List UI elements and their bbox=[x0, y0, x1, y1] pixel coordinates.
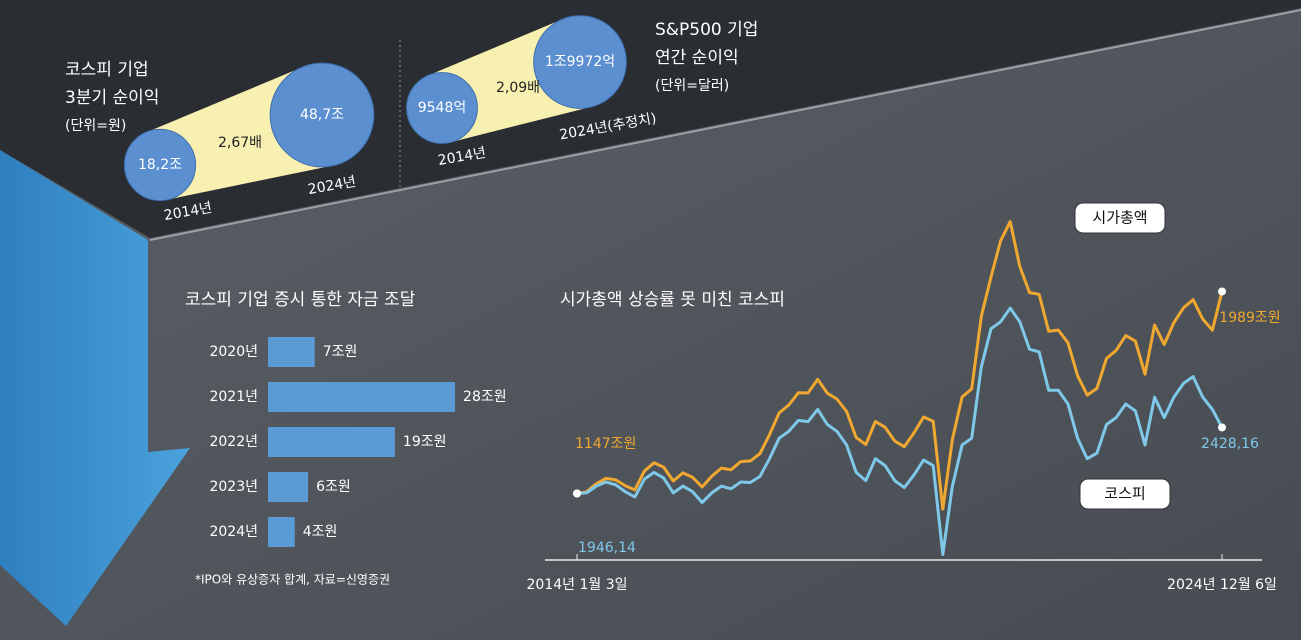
value-label: 1989조원 bbox=[1219, 310, 1280, 326]
unit-label: (단위=원) bbox=[65, 118, 126, 134]
bubble bbox=[533, 15, 627, 109]
legend-box bbox=[1079, 478, 1171, 510]
bubble bbox=[406, 72, 478, 144]
chart-title: 3분기 순이익 bbox=[65, 88, 159, 108]
bubble-label: 48,7조 bbox=[300, 107, 344, 123]
x-tick-label: 2024년 12월 6일 bbox=[1167, 577, 1277, 593]
end-marker bbox=[1218, 423, 1226, 432]
bubble-label: 1조9972억 bbox=[545, 54, 615, 70]
chart-title: 코스피 기업 bbox=[65, 60, 149, 80]
bar bbox=[268, 517, 295, 547]
arrow bbox=[0, 150, 190, 626]
value-label: 19조원 bbox=[403, 434, 447, 450]
value-label: 2428,16 bbox=[1201, 436, 1259, 452]
end-marker bbox=[1218, 287, 1226, 296]
value-label: 1946,14 bbox=[578, 540, 636, 556]
note: *IPO와 유상증자 합계, 자료=신영증권 bbox=[195, 573, 390, 587]
ratio-label: 2,09배 bbox=[496, 80, 540, 96]
legend-box bbox=[1074, 202, 1166, 234]
category-label: 2024년 bbox=[209, 524, 258, 540]
bar bbox=[268, 382, 456, 412]
value-label: 4조원 bbox=[303, 524, 338, 540]
bubble bbox=[269, 62, 375, 168]
legend-label: 코스피 bbox=[1104, 485, 1145, 503]
unit-label: (단위=달러) bbox=[655, 78, 729, 94]
value-label: 1147조원 bbox=[575, 436, 636, 452]
chart-title: 연간 순이익 bbox=[655, 48, 739, 68]
value-label: 28조원 bbox=[463, 389, 507, 405]
category-label: 2023년 bbox=[209, 479, 258, 495]
value-label: 7조원 bbox=[323, 344, 358, 360]
top-band bbox=[0, 0, 1301, 238]
legend-label: 시가총액 bbox=[1092, 209, 1147, 227]
divider bbox=[149, 9, 1301, 241]
value-label: 6조원 bbox=[316, 479, 351, 495]
category-label: 2021년 bbox=[209, 389, 258, 405]
chart-title: 시가총액 상승률 못 미친 코스피 bbox=[560, 290, 785, 310]
bubble-label: 18,2조 bbox=[138, 157, 182, 173]
line-series bbox=[576, 306, 1224, 556]
bar bbox=[268, 472, 309, 502]
ratio-label: 2,67배 bbox=[218, 135, 262, 151]
category-label: 2022년 bbox=[209, 434, 258, 450]
bar bbox=[268, 337, 315, 367]
x-tick-label: 2014년 1월 3일 bbox=[527, 577, 628, 593]
line-series bbox=[576, 220, 1224, 511]
end-marker bbox=[573, 489, 581, 498]
bar bbox=[268, 427, 395, 457]
category-label: 2020년 bbox=[209, 344, 258, 360]
chart-title: S&P500 기업 bbox=[655, 20, 758, 40]
chart-title: 코스피 기업 증시 통한 자금 조달 bbox=[185, 290, 416, 310]
bubble-label: 9548억 bbox=[418, 100, 467, 116]
bubble bbox=[123, 128, 197, 202]
